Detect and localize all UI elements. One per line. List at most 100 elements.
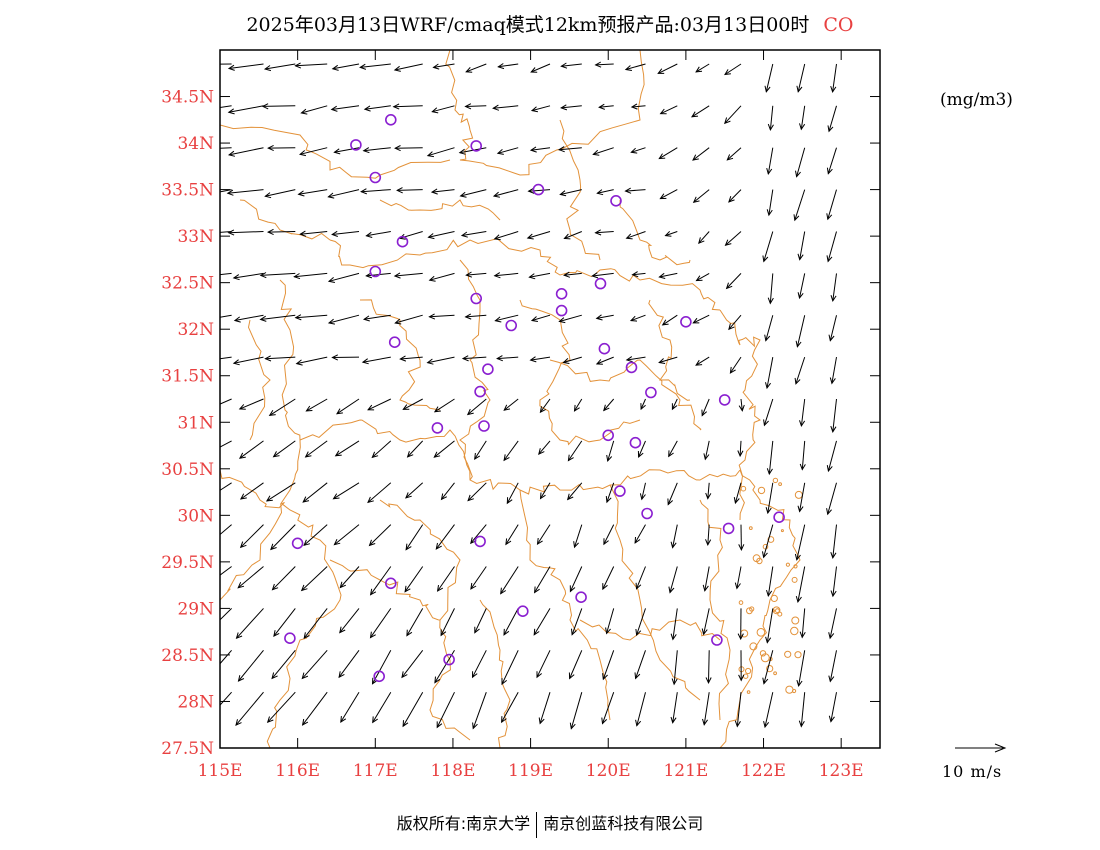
boundary-line	[329, 238, 721, 311]
wind-arrow	[220, 440, 232, 448]
wind-arrow	[671, 398, 678, 411]
island	[770, 594, 778, 603]
wind-arrow	[237, 649, 264, 682]
wind-arrow	[294, 62, 328, 69]
station-marker	[284, 632, 296, 645]
wind-arrow	[270, 524, 296, 551]
wind-arrow	[594, 229, 614, 236]
station-marker	[396, 235, 409, 248]
wind-arrow	[728, 189, 742, 203]
wind-arrow	[365, 231, 391, 238]
wind-arrow	[606, 440, 615, 462]
wind-arrow	[830, 63, 837, 94]
wind-arrow	[573, 398, 583, 412]
station-marker	[478, 420, 490, 432]
wind-arrow	[362, 147, 391, 154]
wind-arrow	[567, 440, 583, 462]
wind-arrow	[220, 147, 232, 149]
wind-arrow	[530, 314, 551, 322]
wind-arrow	[766, 147, 774, 176]
lat-tick-label: 30N	[177, 506, 214, 526]
boundary-line	[459, 259, 521, 491]
wind-arrow	[497, 63, 519, 70]
wind-arrow	[503, 608, 519, 636]
wind-arrow	[762, 524, 774, 559]
wind-arrow	[826, 147, 837, 175]
wind-arrow	[361, 356, 391, 365]
wind-arrow	[539, 398, 551, 414]
wind-arrow	[396, 187, 423, 194]
wind-arrow	[461, 355, 487, 362]
wind-arrow	[796, 63, 806, 93]
wind-arrow	[763, 398, 774, 427]
wind-arrow	[631, 271, 646, 278]
wind-arrow	[338, 650, 360, 679]
island	[748, 526, 753, 530]
wind-arrow	[430, 188, 455, 195]
wind-arrow	[220, 566, 232, 576]
wind-arrow	[536, 524, 551, 545]
wind-arrow	[459, 189, 487, 198]
copyright-right: 南京创蓝科技有限公司	[543, 814, 704, 833]
wind-arrow	[433, 440, 455, 458]
wind-arrow	[692, 147, 710, 161]
wind-arrow	[227, 147, 264, 157]
wind-arrow	[793, 189, 806, 222]
wind-arrow	[701, 398, 710, 417]
island	[746, 690, 751, 694]
wind-arrow	[501, 650, 519, 686]
wind-arrow	[664, 230, 678, 237]
station-marker	[711, 634, 723, 646]
wind-arrow	[293, 272, 328, 280]
wind-arrow	[268, 398, 296, 417]
wind-arrow	[624, 63, 646, 71]
wind-arrow	[733, 482, 742, 505]
wind-arrow	[829, 357, 837, 385]
wind-arrow	[799, 105, 806, 131]
lat-tick-label: 32.5N	[161, 274, 214, 294]
wind-arrow	[724, 231, 742, 246]
wind-arrow	[528, 272, 551, 280]
wind-arrow	[539, 482, 551, 500]
wind-arrow	[705, 524, 712, 547]
wind-arrow	[404, 566, 424, 593]
station-marker	[443, 653, 455, 666]
wind-arrow	[266, 691, 296, 724]
wind-arrow	[624, 187, 646, 194]
wind-arrow	[592, 147, 614, 156]
wind-arrow	[764, 315, 774, 342]
wind-arrow	[728, 314, 742, 331]
wind-arrow	[595, 356, 614, 365]
map-frame	[219, 49, 881, 749]
wind-arrow	[692, 189, 710, 204]
wind-arrow	[737, 440, 744, 458]
wind-arrow	[639, 482, 646, 501]
wind-arrow	[635, 566, 646, 590]
wind-arrow	[433, 398, 455, 413]
wind-arrow	[492, 189, 519, 198]
wind-arrow	[496, 355, 519, 362]
unit-label: (mg/m3)	[940, 90, 1013, 110]
wind-arrow	[298, 147, 328, 157]
wind-arrow	[724, 63, 742, 76]
wind-arrow	[301, 691, 328, 726]
wind-arrow	[566, 482, 583, 501]
wind-arrow	[765, 608, 774, 644]
wind-arrow	[737, 608, 744, 641]
boundary-line	[579, 619, 721, 641]
lat-tick-label: 29N	[177, 599, 214, 619]
wind-arrow	[327, 314, 360, 325]
wind-arrow	[233, 314, 264, 323]
province-boundaries	[220, 50, 803, 748]
wind-arrow	[591, 272, 614, 279]
wind-arrow	[432, 63, 455, 70]
wind-arrow	[670, 608, 678, 641]
wind-arrow	[401, 649, 424, 679]
wind-arrow	[501, 691, 519, 724]
boundary-line	[648, 299, 691, 401]
wind-arrow	[797, 231, 806, 261]
wind-arrow	[464, 313, 487, 320]
wind-arrow	[766, 440, 774, 476]
station-marker	[614, 485, 626, 497]
boundary-line	[220, 124, 451, 179]
